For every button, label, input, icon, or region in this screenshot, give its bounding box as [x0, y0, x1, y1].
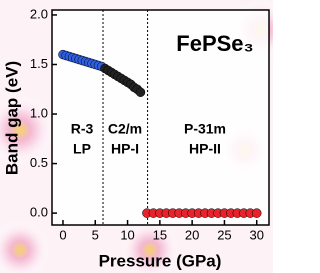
phase-label: P-31m [184, 121, 226, 137]
phase-label: C2/m [108, 121, 142, 137]
phase-label: HP-II [189, 141, 221, 157]
chart: FePSe₃ Pressure (GPa) Band gap (eV) 0 5 10… [0, 0, 273, 273]
phase-label: R-3 [71, 121, 94, 137]
decoration [0, 95, 55, 165]
x-tick-label: 0 [59, 227, 66, 242]
y-tick-label: 0.5 [30, 155, 48, 170]
phase-label: HP-I [111, 141, 139, 157]
y-tick-label: 1.5 [30, 56, 48, 71]
y-tick-label: 0.0 [30, 205, 48, 220]
chart-title: FePSe₃ [176, 31, 253, 56]
y-tick-label: 1.0 [30, 105, 48, 120]
x-axis-label: Pressure (GPa) [99, 251, 222, 270]
x-tick-label: 25 [217, 227, 231, 242]
data-point [251, 208, 262, 218]
phase-label: LP [73, 141, 91, 157]
decoration [120, 220, 180, 273]
plot-area [51, 9, 270, 226]
x-tick-label: 20 [185, 227, 199, 242]
decoration [0, 220, 50, 273]
data-point [135, 87, 146, 97]
x-tick-label: 5 [92, 227, 99, 242]
x-tick-label: 30 [249, 227, 263, 242]
x-tick-label: 15 [153, 227, 167, 242]
y-axis-label: Band gap (eV) [2, 61, 21, 175]
x-tick-label: 10 [120, 227, 134, 242]
y-tick-label: 2.0 [30, 6, 48, 21]
